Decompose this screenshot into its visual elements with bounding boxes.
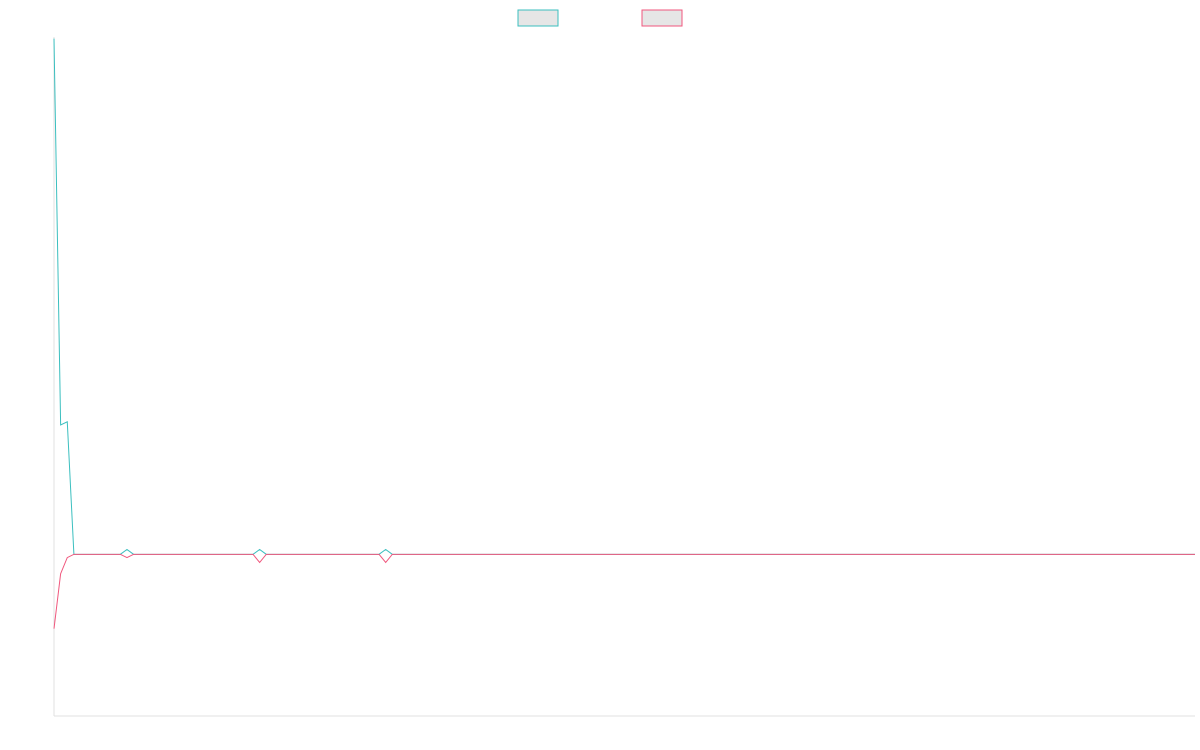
legend xyxy=(517,9,683,27)
series-1-line xyxy=(53,38,1195,555)
legend-swatch-series-2[interactable] xyxy=(641,9,683,27)
plot-area xyxy=(53,37,1195,717)
series-2-line xyxy=(53,553,1195,629)
legend-swatch-series-1[interactable] xyxy=(517,9,559,27)
